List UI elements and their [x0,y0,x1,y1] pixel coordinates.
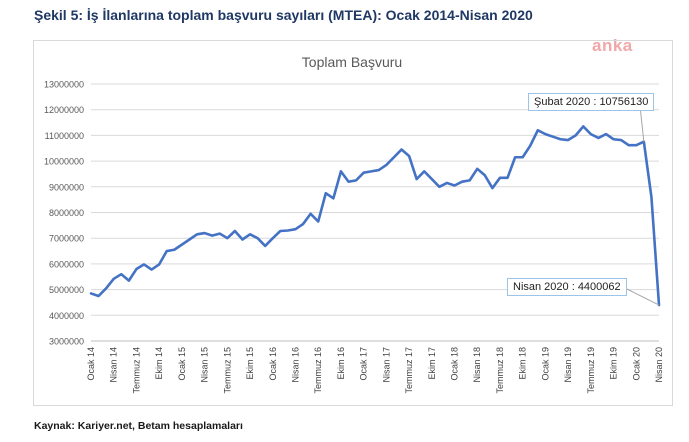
y-tick-label: 5000000 [49,285,84,295]
y-tick-label: 4000000 [49,311,84,321]
series-line [89,125,661,307]
annotation-apr-2020: Nisan 2020 : 4400062 [507,278,627,296]
annotation-feb-2020: Şubat 2020 : 10756130 [528,93,655,111]
x-axis-ticks: Ocak 14 Nisan 14 Temmuz 14 Ekim 14 Ocak 15 Ni… [86,340,664,394]
x-tick-label: Ekim 19 [609,347,619,380]
x-tick-label: Nisan 18 [472,347,482,383]
y-tick-label: 7000000 [49,234,84,244]
series-layer [89,125,661,307]
y-axis-ticks: 3000000 4000000 5000000 6000000 7000000 80000… [44,80,84,347]
x-tick-label: Nisan 16 [290,347,300,383]
x-tick-label: Temmuz 14 [131,347,141,394]
x-tick-label: Ekim 16 [336,347,346,380]
x-tick-label: Ocak 16 [268,347,278,381]
y-tick-label: 9000000 [49,182,84,192]
x-tick-label: Ekim 18 [518,347,528,380]
x-tick-label: Nisan 20 [654,347,664,383]
y-tick-label: 11000000 [45,131,84,141]
source-note: Kaynak: Kariyer.net, Betam hesaplamaları [34,420,243,432]
gridlines [91,83,659,342]
x-tick-label: Temmuz 19 [586,347,596,394]
y-tick-label: 13000000 [44,80,84,90]
figure-title: Şekil 5: İş İlanlarına toplam başvuru sa… [34,7,533,23]
x-tick-label: Temmuz 18 [495,347,505,394]
annotation-leader-line [620,285,660,306]
x-tick-label: Ocak 17 [359,347,369,381]
x-tick-label: Ekim 14 [154,347,164,380]
x-tick-label: Nisan 15 [200,347,210,383]
x-tick-label: Ekim 15 [245,347,255,380]
x-tick-label: Ekim 17 [427,347,437,380]
x-tick-label: Nisan 14 [109,347,119,383]
y-tick-label: 10000000 [44,157,84,167]
chart-frame [33,40,673,406]
x-tick-label: Ocak 15 [177,347,187,381]
y-tick-label: 6000000 [49,259,84,269]
x-tick-label: Temmuz 17 [404,347,414,394]
x-tick-label: Ocak 14 [86,347,96,381]
annotation-leader-line [639,105,645,142]
annotation-leaders [620,105,660,306]
y-tick-label: 8000000 [49,208,84,218]
x-tick-label: Ocak 18 [450,347,460,381]
x-tick-label: Nisan 19 [563,347,573,383]
y-tick-label: 3000000 [49,337,84,347]
y-tick-label: 12000000 [44,105,84,115]
x-tick-label: Temmuz 15 [222,347,232,394]
x-tick-label: Ocak 20 [631,347,641,381]
x-tick-label: Ocak 19 [540,347,550,381]
x-tick-label: Nisan 17 [381,347,391,383]
x-tick-label: Temmuz 16 [313,347,323,394]
chart-title: Toplam Başvuru [302,54,402,70]
